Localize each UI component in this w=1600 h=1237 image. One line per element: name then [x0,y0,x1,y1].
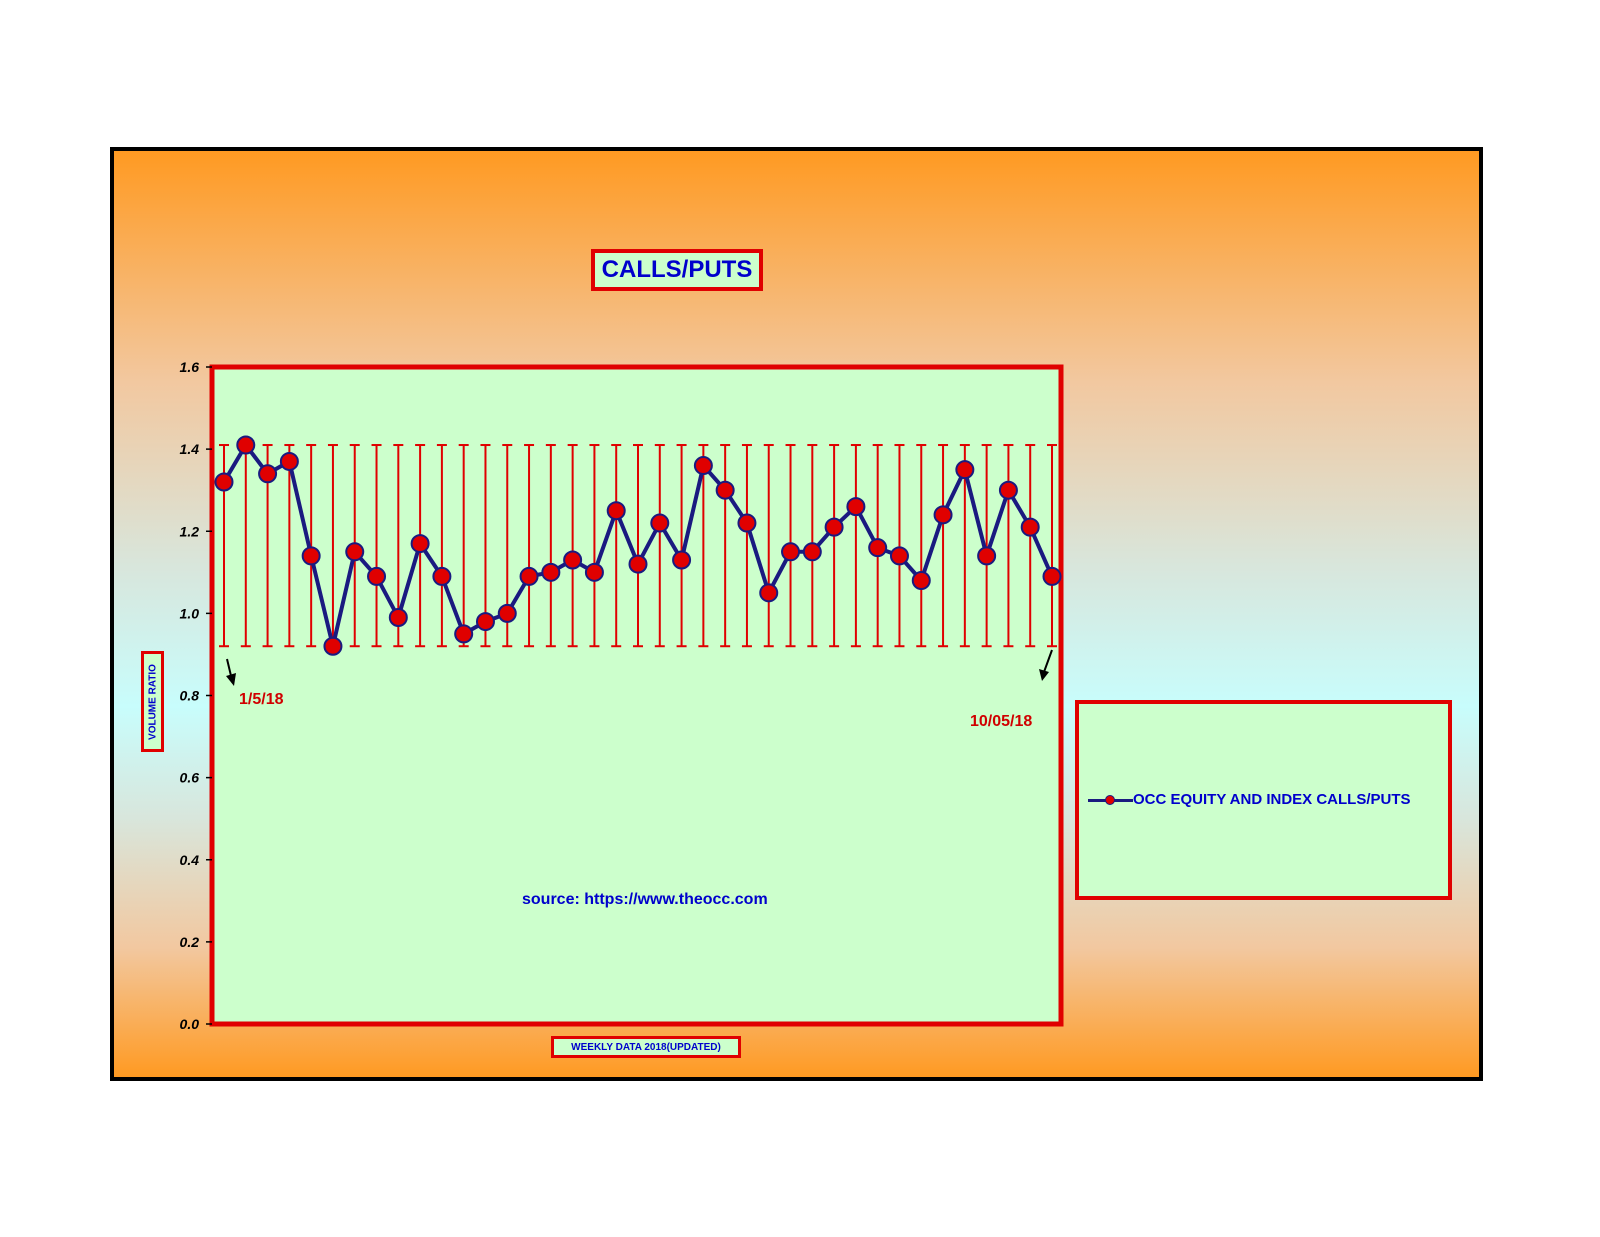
data-point [868,538,888,558]
data-point [998,480,1018,500]
data-point [519,566,539,586]
y-tick-label: 0.6 [180,770,200,786]
annotation-arrows [226,649,1053,686]
legend: OCC EQUITY AND INDEX CALLS/PUTS [1075,700,1452,900]
data-point [584,562,604,582]
data-point [781,542,801,562]
legend-marker-swatch [1105,795,1115,805]
source-label: source: https://www.theocc.com [522,891,768,908]
data-point [1020,517,1040,537]
data-point [454,624,474,644]
y-tick-label: 1.4 [180,441,200,457]
y-tick-label: 0.0 [180,1016,200,1032]
data-point [367,566,387,586]
y-axis-ticks: 0.0 0.2 0.4 0.6 0.8 1.0 1.2 1.4 1.6 [180,359,212,1032]
y-tick-label: 1.0 [180,605,200,621]
data-point [497,603,517,623]
data-point [432,566,452,586]
data-point [323,636,343,656]
data-point [693,456,713,476]
data-point [475,612,495,632]
data-point [802,542,822,562]
end-arrow [1043,649,1053,673]
y-tick-label: 0.4 [180,852,200,868]
data-point [345,542,365,562]
data-point [846,497,866,517]
y-tick-label: 0.2 [180,934,200,950]
y-tick-label: 0.8 [180,688,200,704]
data-point [911,571,931,591]
end-arrowhead [1039,669,1049,681]
chart-title: CALLS/PUTS [591,249,763,291]
data-point [977,546,997,566]
data-point [759,583,779,603]
start-arrowhead [226,673,236,686]
data-point [279,451,299,471]
data-point [737,513,757,533]
data-point [650,513,670,533]
data-point [236,435,256,455]
end-date-label: 10/05/18 [970,713,1033,730]
start-date-label: 1/5/18 [239,691,284,708]
series-line [214,435,1062,656]
data-point [563,550,583,570]
data-point [388,607,408,627]
data-point [1042,566,1062,586]
drop-lines [219,444,1057,648]
data-point [933,505,953,525]
x-axis-label: WEEKLY DATA 2018(UPDATED) [551,1036,741,1058]
y-axis-label: VOLUME RATIO [141,651,164,752]
data-point [824,517,844,537]
data-point [889,546,909,566]
data-point [214,472,234,492]
plot-area [209,364,1064,1027]
data-point [410,534,430,554]
y-tick-label: 1.6 [180,359,200,375]
data-point [541,562,561,582]
data-point [258,464,278,484]
data-point [628,554,648,574]
legend-entry-label: OCC EQUITY AND INDEX CALLS/PUTS [1133,791,1411,808]
data-point [301,546,321,566]
data-point [955,460,975,480]
data-point [672,550,692,570]
data-point [715,480,735,500]
data-point [606,501,626,521]
y-tick-label: 1.2 [180,523,200,539]
